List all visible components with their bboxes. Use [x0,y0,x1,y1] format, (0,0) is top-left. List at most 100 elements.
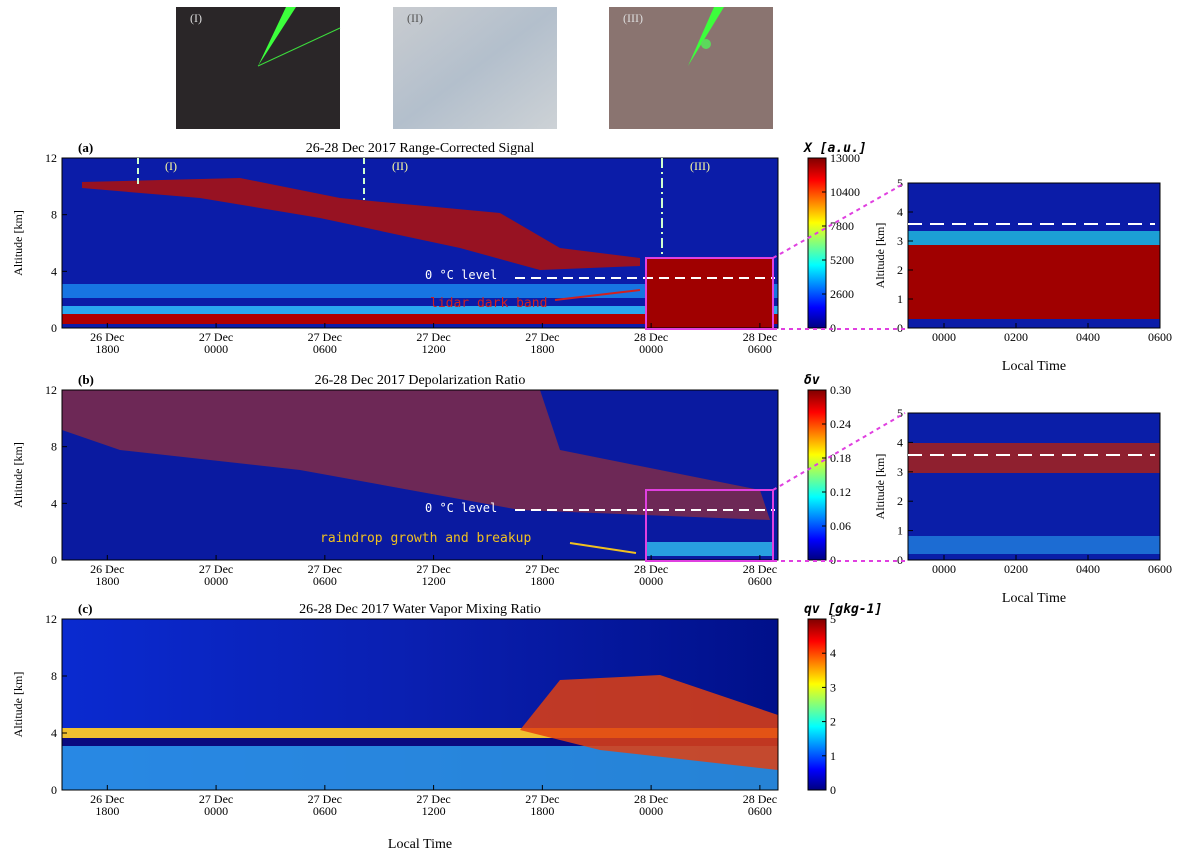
x-axis-label: Local Time [1002,359,1066,374]
x-tick-label: 0200 [1004,562,1028,576]
y-tick-label: 3 [897,465,903,479]
y-tick-label: 8 [51,440,57,454]
y-tick-label: 3 [897,234,903,248]
y-tick-label: 4 [51,496,57,510]
panel: 0 1 2 3 4 5 0000 0200 0400 0600 Altitude [km] Local… [873,176,1172,374]
y-axis-label: Altitude [km] [873,223,887,289]
colorbar-tick-label: 0.30 [830,383,851,397]
y-tick-label: 2 [897,263,903,277]
colorbar-label: qv [gkg-1] [804,602,882,617]
colorbar-tick-label: 4 [830,646,836,660]
y-tick-label: 12 [45,383,57,397]
annotation: raindrop growth and breakup [320,531,531,546]
x-tick-label: 0400 [1076,330,1100,344]
colorbar-tick-label: 7800 [830,219,854,233]
x-tick-label: 27 Dec 1800 [525,792,559,818]
image [62,728,778,738]
image [908,413,1160,560]
y-axis-label: Altitude [km] [11,672,25,738]
laser [701,39,711,49]
colorbar-tick-label: 2 [830,715,836,729]
x-tick-label: 26 Dec 1800 [90,330,124,356]
colorbar-tick-label: 5200 [830,253,854,267]
panel: 0 4 8 12 26 Dec 1800 27 Dec 0000 27 Dec 0600 27 De… [11,372,851,588]
panel: 0 1 2 3 4 5 0000 0200 0400 0600 Altitude [km] Local… [873,406,1172,606]
image [62,738,778,746]
y-tick-label: 0 [51,783,57,797]
x-tick-label: 28 Dec 0000 [634,792,668,818]
colorbar [807,389,827,561]
chart-title: 26-28 Dec 2017 Water Vapor Mixing Ratio [299,602,541,617]
image [646,542,772,556]
plot-frame [907,412,1161,561]
colorbar-tick-label: 10400 [830,185,860,199]
x-tick-label: 0600 [1148,562,1172,576]
colorbar-tick-label: 0.06 [830,519,851,533]
x-tick-label: 28 Dec 0600 [743,330,777,356]
y-tick-label: 1 [897,292,903,306]
image [520,675,778,770]
x-axis-label: Local Time [388,837,452,852]
chart-title: 26-28 Dec 2017 Range-Corrected Signal [306,141,535,156]
photo-label: (II) [407,11,423,25]
chart-title: 26-28 Dec 2017 Depolarization Ratio [315,373,526,388]
x-tick-label: 27 Dec 1800 [525,562,559,588]
y-tick-label: 4 [51,264,57,278]
colorbar-label: X [a.u.] [803,141,867,156]
annotation: 0 °C level [425,501,497,515]
panel-label: (c) [78,601,92,616]
x-tick-label: 27 Dec 0000 [199,792,233,818]
image [62,306,778,314]
y-tick-label: 5 [897,176,903,190]
laser [257,27,341,67]
laser [688,7,724,66]
overlay [554,289,641,301]
annotation: (II) [392,159,408,173]
y-axis-label: Altitude [km] [11,442,25,508]
x-tick-label: 28 Dec 0600 [743,792,777,818]
y-tick-label: 2 [897,494,903,508]
plot-frame [61,618,779,791]
image [62,314,778,324]
y-tick-label: 1 [897,524,903,538]
photo-label: (I) [190,11,202,25]
annotation: 0 °C level [425,268,497,282]
panel: 0 4 8 12 26 Dec 1800 27 Dec 0000 27 Dec 0600 27 De… [11,140,867,356]
image [646,258,772,328]
x-tick-label: 0200 [1004,330,1028,344]
photo [176,7,340,129]
photos: (I) (II) (III) [176,7,773,129]
panel-label: (a) [78,140,93,155]
y-tick-label: 8 [51,208,57,222]
x-tick-label: 27 Dec 1200 [416,562,450,588]
photo [609,7,773,129]
x-tick-label: 27 Dec 1800 [525,330,559,356]
colorbar-tick-label: 5 [830,612,836,626]
photo [393,7,557,129]
overlay [645,257,774,330]
image [908,443,1160,473]
colorbar-tick-label: 0.18 [830,451,851,465]
y-tick-label: 12 [45,612,57,626]
colorbar-label: δv [804,373,820,388]
colorbar [807,157,827,329]
x-axis-label: Local Time [1002,591,1066,606]
plot-frame [61,389,779,561]
image [908,231,1160,245]
x-tick-label: 28 Dec 0000 [634,330,668,356]
annotation: (I) [165,159,177,173]
image [82,178,640,270]
colorbar-tick-label: 0 [830,783,836,797]
panel-label: (b) [78,372,94,387]
y-axis-label: Altitude [km] [873,454,887,520]
y-tick-label: 4 [51,726,57,740]
overlay [645,489,774,562]
x-tick-label: 28 Dec 0000 [634,562,668,588]
y-tick-label: 0 [51,553,57,567]
overlay [772,412,906,491]
x-tick-label: 26 Dec 1800 [90,562,124,588]
y-tick-label: 4 [897,205,903,219]
photo-label: (III) [623,11,643,25]
y-tick-label: 0 [897,553,903,567]
